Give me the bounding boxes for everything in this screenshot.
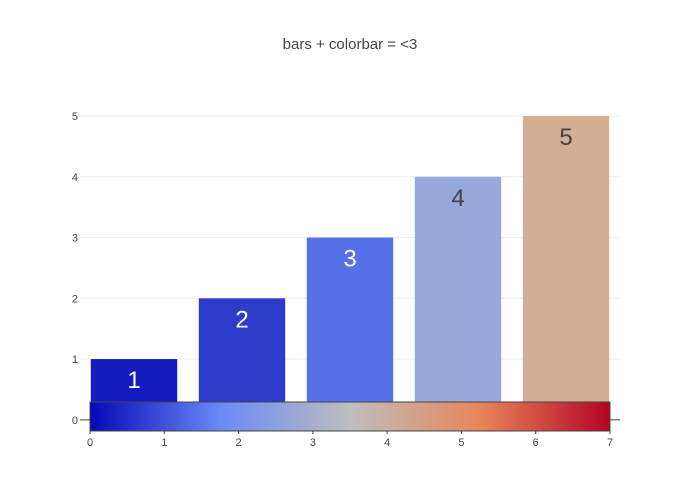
y-tick-label: 0 [72,415,78,427]
colorbar [89,401,611,432]
bar[interactable] [522,116,610,420]
colorbar-tick-labels: 0 1 2 3 4 5 6 7 [87,431,613,449]
y-tick-label: 3 [72,233,78,245]
bar[interactable] [198,298,286,420]
y-tick-label: 2 [72,293,78,305]
bar[interactable] [306,237,394,420]
colorbar-tick-label: 1 [161,437,167,449]
bar-data-labels: 1 2 3 4 5 [127,124,572,394]
colorbar-tick-label: 6 [533,437,539,449]
chart-title: bars + colorbar = <3 [283,36,418,53]
bars [90,116,610,420]
bar[interactable] [414,176,502,420]
bar-label: 1 [127,367,140,394]
colorbar-tick-label: 7 [607,437,613,449]
bar-label: 5 [559,124,572,151]
colorbar-tick-label: 5 [458,437,464,449]
y-tick-label: 5 [72,111,78,123]
y-tick-label: 4 [72,172,78,184]
colorbar-tick-label: 3 [310,437,316,449]
y-tick-label: 1 [72,354,78,366]
colorbar-gradient [89,401,611,432]
colorbar-tick-label: 2 [236,437,242,449]
colorbar-tick-label: 0 [87,437,93,449]
bar-label: 3 [343,246,356,273]
bar-label: 4 [451,185,464,212]
colorbar-tick-label: 4 [384,437,390,449]
y-axis-tick-labels: 0 1 2 3 4 5 [72,111,78,427]
bar-label: 2 [235,306,248,333]
